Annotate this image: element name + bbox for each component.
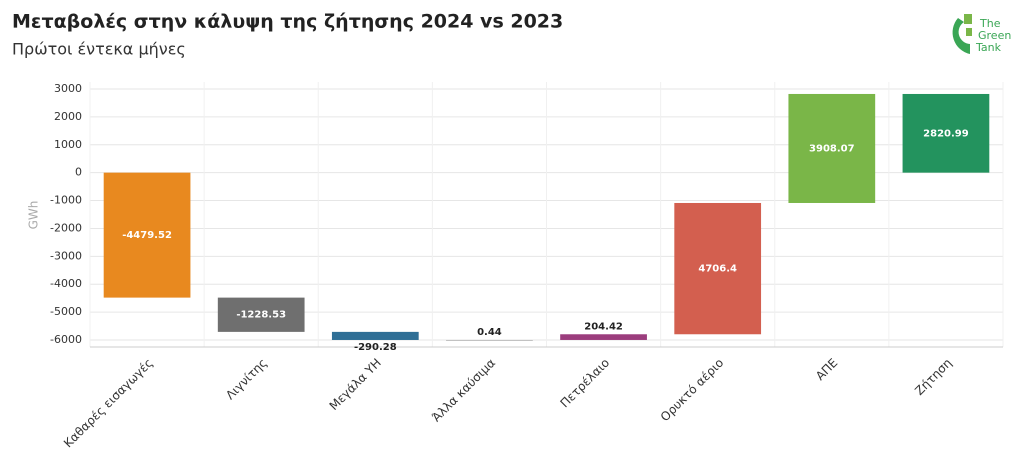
logo-icon [964, 14, 972, 36]
x-tick-label: Άλλα καύσιμα [429, 356, 498, 425]
bar [560, 334, 647, 340]
y-tick-label: 1000 [54, 138, 82, 151]
x-tick-label: Πετρέλαιο [558, 356, 613, 411]
y-tick-label: -5000 [50, 305, 82, 318]
y-tick-label: 3000 [54, 82, 82, 95]
bar [103, 172, 191, 298]
logo-text: Green [978, 29, 1011, 42]
chart-subtitle: Πρώτοι έντεκα μήνες [12, 40, 186, 59]
y-tick-label: -4000 [50, 277, 82, 290]
y-tick-label: 2000 [54, 110, 82, 123]
bar [902, 93, 990, 173]
x-tick-label: Ορυκτό αέριο [658, 356, 727, 425]
bar [446, 339, 533, 341]
x-tick-label: ΑΠΕ [813, 356, 840, 383]
bar [674, 202, 762, 335]
x-tick-label: Ζήτηση [912, 356, 954, 398]
value-label: 2820.99 [923, 128, 969, 139]
chart-title: Μεταβολές στην κάλυψη της ζήτησης 2024 v… [12, 11, 563, 33]
logo: The Green Tank [952, 14, 1011, 54]
y-tick-label: -6000 [50, 333, 82, 346]
x-tick-label: Μεγάλα ΥΗ [327, 356, 384, 413]
y-tick-label: -1000 [50, 194, 82, 207]
logo-text: Tank [975, 41, 1002, 54]
value-label: -1228.53 [236, 310, 286, 321]
bar [331, 331, 419, 340]
value-label: -4479.52 [122, 230, 172, 241]
logo-text: The [979, 17, 1001, 30]
bar [788, 93, 876, 203]
value-label: 3908.07 [809, 143, 855, 154]
logo-icon [952, 18, 970, 54]
value-label: 204.42 [584, 321, 623, 332]
x-tick-label: Καθαρές εισαγωγές [61, 356, 156, 451]
x-tick-label: Λιγνίτης [223, 356, 270, 403]
y-axis-label: GWh [27, 201, 41, 230]
value-label: 0.44 [477, 327, 502, 338]
y-tick-label: 0 [75, 166, 82, 179]
y-tick-label: -3000 [50, 249, 82, 262]
value-label: 4706.4 [698, 264, 737, 275]
value-label: -290.28 [354, 342, 397, 353]
bar [217, 297, 305, 332]
y-tick-label: -2000 [50, 221, 82, 234]
